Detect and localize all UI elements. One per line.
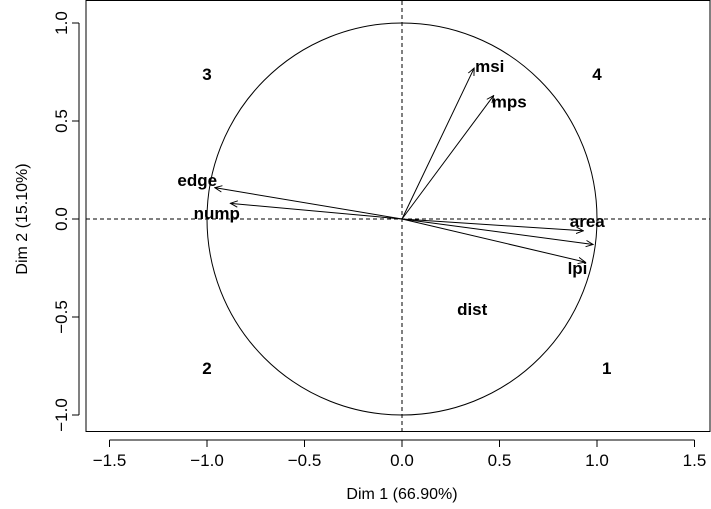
arrow-edge (215, 188, 403, 220)
arrow-mps (401, 96, 494, 220)
quadrant-label-3: 3 (202, 65, 211, 84)
variable-label-lpi: lpi (568, 259, 588, 278)
correlation-circle (206, 22, 598, 416)
plot-frame (85, 0, 711, 432)
arrow-msi (401, 68, 474, 220)
x-tick-label: 1.5 (683, 451, 707, 470)
x-tick-label: 1.0 (585, 451, 609, 470)
quadrant-label-2: 2 (202, 359, 211, 378)
y-tick-label: 1.0 (52, 11, 71, 35)
variable-label-msi: msi (475, 57, 504, 76)
x-tick-label: −1.0 (190, 451, 224, 470)
y-tick-label: 0.5 (52, 109, 71, 133)
y-tick-label: 0.0 (52, 207, 71, 231)
variable-label-area: area (570, 212, 606, 231)
variable-label-mps: mps (492, 92, 527, 111)
quadrant-label-4: 4 (592, 65, 602, 84)
x-tick-label: −1.5 (93, 451, 127, 470)
x-tick-label: 0.5 (488, 451, 512, 470)
variable-label-nump: nump (194, 204, 240, 223)
arrow-lpi (401, 218, 585, 262)
quadrant-label-1: 1 (602, 359, 611, 378)
arrow-unlabeled-5 (401, 218, 593, 244)
x-tick-label: −0.5 (288, 451, 322, 470)
y-tick-label: −1.0 (52, 398, 71, 432)
x-tick-label: 0.0 (390, 451, 414, 470)
arrow-nump (230, 203, 403, 220)
x-axis-title: Dim 1 (66.90%) (346, 486, 457, 503)
y-tick-label: −0.5 (52, 300, 71, 334)
variable-label-dist: dist (457, 300, 488, 319)
arrow-area (401, 218, 583, 231)
y-axis-title: Dim 2 (15.10%) (14, 163, 31, 274)
variable-label-edge: edge (177, 171, 217, 190)
